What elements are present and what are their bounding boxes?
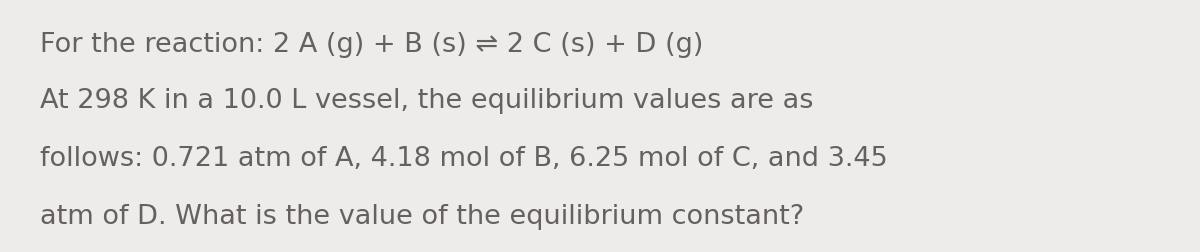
Text: follows: 0.721 atm of A, 4.18 mol of B, 6.25 mol of C, and 3.45: follows: 0.721 atm of A, 4.18 mol of B, …	[40, 146, 887, 172]
Text: atm of D. What is the value of the equilibrium constant?: atm of D. What is the value of the equil…	[40, 204, 804, 230]
Text: For the reaction: 2 A (g) + B (s) ⇌ 2 C (s) + D (g): For the reaction: 2 A (g) + B (s) ⇌ 2 C …	[40, 32, 703, 58]
Text: At 298 K in a 10.0 L vessel, the equilibrium values are as: At 298 K in a 10.0 L vessel, the equilib…	[40, 88, 814, 114]
